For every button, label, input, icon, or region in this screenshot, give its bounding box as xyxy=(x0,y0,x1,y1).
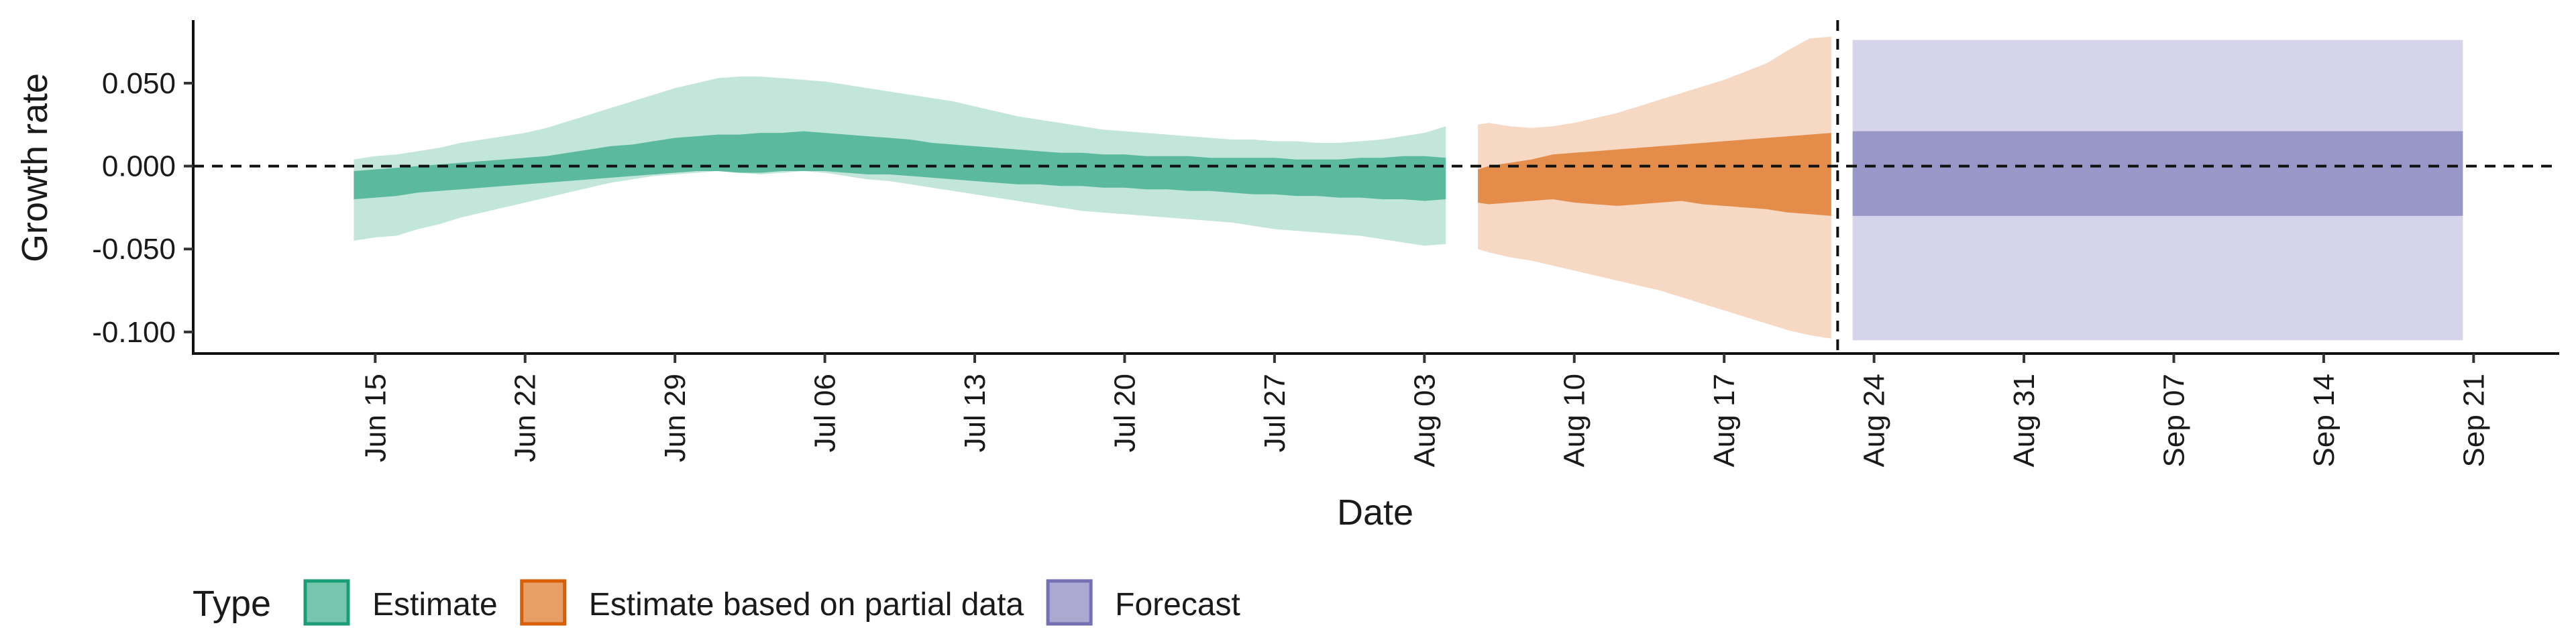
x-tick-label: Jun 29 xyxy=(659,374,692,462)
legend: Type Estimate Estimate based on partial d… xyxy=(193,579,1240,626)
legend-label: Estimate xyxy=(372,587,498,623)
y-tick-label: -0.100 xyxy=(92,316,176,349)
tick-labels: 0.050 0.000 -0.050 -0.100 Jun 15 Jun 22 Jun 29… xyxy=(92,67,2490,468)
x-tick-label: Aug 17 xyxy=(1708,374,1741,467)
legend-swatch xyxy=(1046,579,1093,626)
x-tick-label: Jul 27 xyxy=(1258,374,1291,452)
axes xyxy=(184,20,2559,363)
forecast-50-interval-band xyxy=(1852,131,2463,216)
legend-label: Forecast xyxy=(1115,587,1240,623)
legend-label: Estimate based on partial data xyxy=(589,587,1024,623)
x-tick-label: Jul 06 xyxy=(809,374,842,452)
x-tick-label: Aug 03 xyxy=(1408,374,1441,467)
x-axis-title: Date xyxy=(1337,492,1413,533)
estimate-based-on-partial-data-50-interval-band xyxy=(1478,133,1831,216)
x-tick-label: Aug 24 xyxy=(1858,374,1891,467)
x-tick-label: Aug 10 xyxy=(1558,374,1591,467)
legend-swatch xyxy=(520,579,567,626)
legend-item-estimate-based-on-partial-data: Estimate based on partial data xyxy=(520,579,1024,626)
legend-item-forecast: Forecast xyxy=(1046,579,1240,626)
legend-title: Type xyxy=(193,584,271,624)
x-tick-label: Sep 07 xyxy=(2157,374,2190,467)
y-axis-title: Growth rate xyxy=(15,73,55,262)
y-tick-label: 0.050 xyxy=(102,67,176,100)
y-tick-label: -0.050 xyxy=(92,233,176,266)
x-tick-label: Jul 20 xyxy=(1108,374,1141,452)
y-tick-label: 0.000 xyxy=(102,150,176,183)
legend-item-estimate: Estimate xyxy=(303,579,498,626)
ribbon-layer xyxy=(354,36,2463,341)
x-tick-label: Jun 22 xyxy=(509,374,542,462)
x-tick-label: Jul 13 xyxy=(959,374,991,452)
x-tick-label: Jun 15 xyxy=(359,374,392,462)
x-tick-label: Aug 31 xyxy=(2008,374,2041,467)
x-tick-label: Sep 14 xyxy=(2308,374,2341,467)
legend-swatch xyxy=(303,579,350,626)
x-tick-label: Sep 21 xyxy=(2457,374,2490,467)
estimate-50-interval-band xyxy=(354,131,1446,201)
